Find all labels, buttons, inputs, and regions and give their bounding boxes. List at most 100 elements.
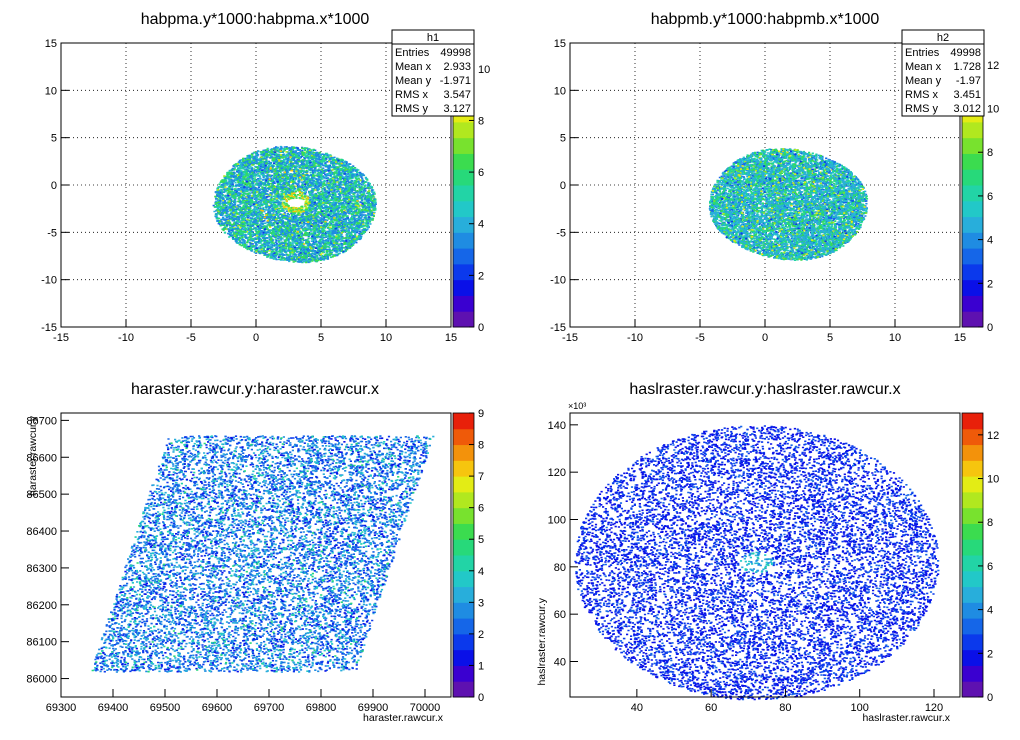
x-tick-label: -5 [186,332,196,344]
y-tick-label: 140 [548,420,566,432]
colorbar-tick-label: 4 [478,219,484,231]
colorbar-segment [962,633,983,651]
colorbar-segment [962,295,983,312]
colorbar-segment [453,153,474,170]
stats-label: Mean x [905,61,942,73]
colorbar-tick-label: 6 [478,167,484,179]
colorbar-tick-label: 10 [987,104,999,116]
x-tick-label: 69900 [358,702,389,714]
colorbar-tick-label: 6 [478,503,484,515]
x-tick-label: 15 [954,332,966,344]
colorbar-segment [453,444,474,461]
x-axis-label: haraster.rawcur.x [363,712,444,724]
stats-label: RMS x [905,89,939,101]
colorbar-segment [962,169,983,186]
x-tick-label: -5 [695,332,705,344]
y-tick-label: 120 [548,467,566,479]
colorbar-segment [453,570,474,588]
colorbar-tick-label: 6 [987,561,993,573]
y-tick-label: 10 [45,85,57,97]
colorbar-segment [962,263,983,281]
stats-box: h2 Entries 49998 Mean x 1.728 Mean y -1.97 RMS … [901,29,985,117]
colorbar-tick-label: 12 [987,60,999,72]
colorbar-segment [453,413,474,430]
y-tick-label: 86700 [26,415,57,427]
colorbar-segment [962,476,983,493]
colorbar-tick-label: 8 [987,517,993,529]
colorbar-segment [453,295,474,312]
stats-value: 2.933 [443,61,471,73]
y-tick-label: 100 [548,515,566,527]
chart-title: habpmb.y*1000:habpmb.x*1000 [651,11,880,28]
colorbar-segment [962,153,983,170]
colorbar-segment [453,555,474,572]
stats-value: -1.971 [440,75,471,87]
stats-label: RMS x [395,89,429,101]
colorbar-segment [453,633,474,651]
stats-label: Entries [905,47,940,59]
y-tick-label: 15 [554,38,566,50]
heatmap-bin-group [214,146,377,264]
colorbar-segment [962,555,983,572]
colorbar-segment [962,444,983,461]
colorbar-tick-label: 12 [987,430,999,442]
y-tick-label: 80 [554,562,566,574]
colorbar-frame [452,412,475,698]
colorbar-tick-label: 7 [478,471,484,483]
chart-title: habpma.y*1000:habpma.x*1000 [141,11,370,28]
colorbar-segment [453,602,474,619]
heatmap-bin-group [94,435,429,672]
y-tick-label: 5 [51,133,57,145]
colorbar-tick-label: 1 [478,660,484,672]
y-tick-label: 86600 [26,452,57,464]
x-tick-label: -10 [118,332,134,344]
stats-label: Mean y [395,75,432,87]
x-tick-label: -15 [53,332,69,344]
colorbar-tick-label: 4 [478,566,484,578]
colorbar-segment [962,507,983,524]
heatmap-bin-group [215,147,377,263]
y-tick-label: 10 [554,85,566,97]
colorbar-segment [453,491,474,509]
colorbar-segment [962,602,983,619]
heatmap-bin-group [711,148,866,255]
stats-value: 3.451 [953,89,981,101]
stats-box: h1 Entries 49998 Mean x 2.933 Mean y -1.971 RMS… [391,29,475,117]
colorbar-tick-label: 4 [987,605,993,617]
x-tick-label: 5 [318,332,324,344]
colorbar-segment [453,311,474,328]
y-tick-label: 86400 [26,526,57,538]
y-tick-label: -15 [550,322,566,334]
panel-haslraster: haslraster.rawcur.y:haslraster.rawcur.x … [536,381,999,724]
colorbar-segment [962,681,983,698]
x-tick-label: 80 [779,702,791,714]
x-tick-label: 69400 [98,702,129,714]
colorbar-segment [962,200,983,218]
x-tick-label: 10 [380,332,392,344]
stats-label: Mean x [395,61,432,73]
heatmap-bin-group [97,435,432,673]
y-tick-label: 60 [554,609,566,621]
y-tick-label: 86300 [26,563,57,575]
colorbar-tick-label: 3 [478,597,484,609]
colorbar-segment [453,137,474,154]
colorbar-tick-label: 2 [987,648,993,660]
stats-name: h2 [937,32,949,44]
colorbar-frame [961,412,984,698]
colorbar-segment [453,216,474,233]
x-tick-label: 69300 [46,702,77,714]
x-tick-label: 10 [889,332,901,344]
heatmap-bin-group [227,147,371,258]
stats-value: -1.97 [956,75,981,87]
y-tick-label: 86500 [26,489,57,501]
heatmap-bin-group [95,436,426,673]
panel-habpmb: habpmb.y*1000:habpmb.x*1000 -15 -10 -5 0 5 10… [550,11,999,344]
colorbar-segment [453,476,474,493]
x-tick-label: 69700 [254,702,285,714]
colorbar-segment [962,279,983,296]
y-tick-label: 0 [560,180,566,192]
stats-value: 3.547 [443,89,471,101]
stats-value: 1.728 [953,61,981,73]
colorbar-tick-label: 2 [987,278,993,290]
y-tick-label: -15 [41,322,57,334]
